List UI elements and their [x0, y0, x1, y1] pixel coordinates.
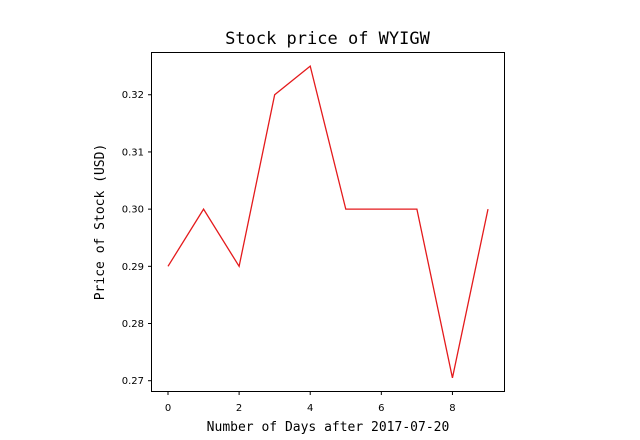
data-point [203, 209, 204, 210]
y-tick-label: 0.32 [122, 90, 144, 101]
chart-title: Stock price of WYIGW [225, 29, 430, 49]
y-tick-label: 0.31 [122, 147, 144, 158]
x-axis-ticks: 0 2 4 6 8 [165, 391, 456, 414]
data-point [452, 377, 453, 378]
y-axis-ticks: 0.27 0.28 0.29 0.30 0.31 0.32 [122, 90, 152, 387]
x-tick-label: 4 [307, 403, 313, 414]
y-tick-label: 0.27 [122, 376, 144, 387]
y-tick-label: 0.29 [122, 262, 144, 273]
x-tick-label: 8 [449, 403, 455, 414]
data-point [487, 209, 488, 210]
data-point [239, 266, 240, 267]
x-tick-label: 6 [378, 403, 384, 414]
y-tick-label: 0.30 [122, 205, 144, 216]
data-point [310, 66, 311, 67]
y-axis-label: Price of Stock (USD) [93, 144, 108, 301]
data-point [274, 94, 275, 95]
x-axis-label: Number of Days after 2017-07-20 [207, 420, 450, 435]
series-line-0 [167, 65, 489, 378]
x-tick-label: 0 [165, 403, 171, 414]
data-point [345, 209, 346, 210]
y-tick-label: 0.28 [122, 319, 144, 330]
data-point [381, 209, 382, 210]
plot-frame [151, 52, 505, 392]
x-tick-label: 2 [236, 403, 242, 414]
data-point [416, 209, 417, 210]
series-layer [167, 65, 489, 378]
data-point [167, 266, 168, 267]
